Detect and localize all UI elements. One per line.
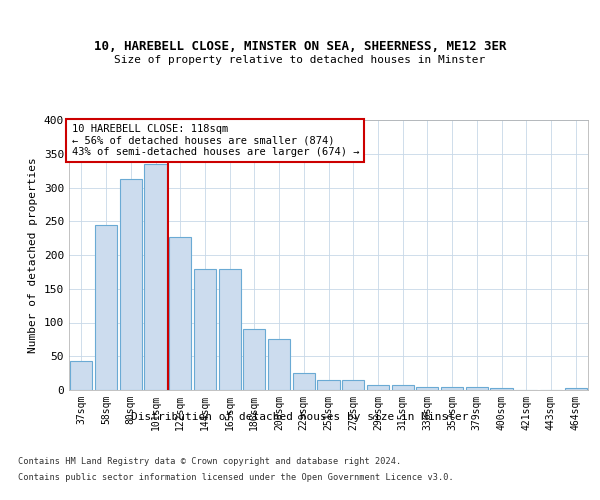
Text: Contains public sector information licensed under the Open Government Licence v3: Contains public sector information licen…: [18, 472, 454, 482]
Text: 10, HAREBELL CLOSE, MINSTER ON SEA, SHEERNESS, ME12 3ER: 10, HAREBELL CLOSE, MINSTER ON SEA, SHEE…: [94, 40, 506, 52]
Bar: [317, 380, 340, 390]
Bar: [367, 384, 389, 390]
Bar: [416, 388, 439, 390]
Bar: [293, 373, 315, 390]
Bar: [145, 164, 167, 390]
Bar: [119, 178, 142, 390]
Bar: [194, 268, 216, 390]
Text: Distribution of detached houses by size in Minster: Distribution of detached houses by size …: [131, 412, 469, 422]
Text: Contains HM Land Registry data © Crown copyright and database right 2024.: Contains HM Land Registry data © Crown c…: [18, 458, 401, 466]
Bar: [392, 384, 414, 390]
Text: Size of property relative to detached houses in Minster: Size of property relative to detached ho…: [115, 55, 485, 65]
Bar: [466, 388, 488, 390]
Bar: [490, 388, 512, 390]
Text: 10 HAREBELL CLOSE: 118sqm
← 56% of detached houses are smaller (874)
43% of semi: 10 HAREBELL CLOSE: 118sqm ← 56% of detac…: [71, 124, 359, 157]
Bar: [441, 388, 463, 390]
Bar: [169, 238, 191, 390]
Bar: [243, 329, 265, 390]
Bar: [268, 340, 290, 390]
Bar: [342, 380, 364, 390]
Bar: [565, 388, 587, 390]
Y-axis label: Number of detached properties: Number of detached properties: [28, 157, 38, 353]
Bar: [70, 361, 92, 390]
Bar: [218, 268, 241, 390]
Bar: [95, 224, 117, 390]
